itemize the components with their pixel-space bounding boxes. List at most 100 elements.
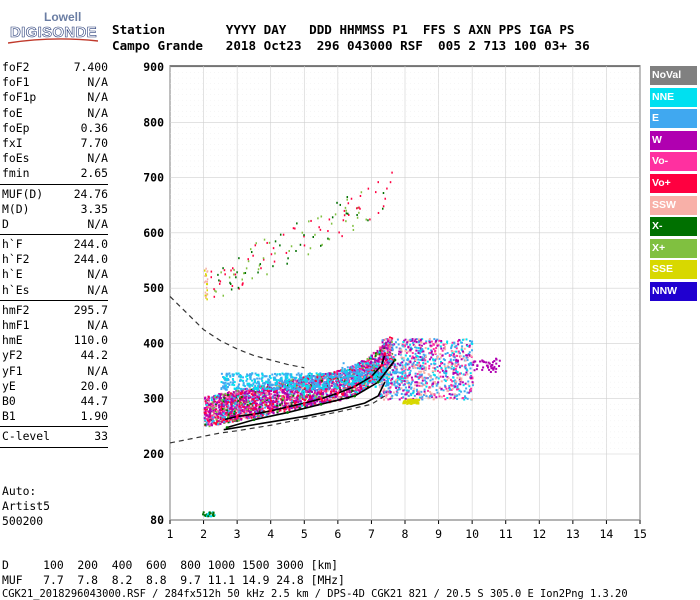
echo-point	[352, 380, 355, 383]
echo-point	[219, 395, 222, 398]
echo-point	[449, 378, 452, 381]
echo-point	[341, 392, 344, 395]
echo-point	[409, 369, 412, 372]
echo-point	[489, 370, 492, 373]
echo-point	[284, 404, 287, 407]
echo-point	[466, 391, 469, 394]
echo-point	[483, 361, 486, 364]
echo-point	[421, 356, 424, 359]
echo-point	[298, 374, 301, 377]
echo-point	[412, 356, 415, 359]
echo-point	[218, 398, 221, 401]
echo-point	[285, 393, 288, 396]
echo-point	[227, 421, 230, 424]
echo-point	[275, 406, 278, 409]
echo-point	[436, 365, 439, 368]
echo-point	[272, 402, 275, 405]
echo-point	[470, 354, 473, 357]
echo-point	[225, 377, 228, 380]
echo-point	[387, 360, 390, 363]
echo-point	[252, 407, 255, 410]
echo-point	[226, 373, 229, 376]
echo-point	[293, 385, 296, 388]
echo-point	[343, 214, 346, 217]
echo-point	[351, 367, 354, 370]
echo-point	[371, 372, 374, 375]
param-value: N/A	[87, 105, 108, 120]
echo-point	[448, 397, 451, 400]
echo-point	[360, 387, 363, 390]
echo-point	[233, 273, 235, 276]
echo-point	[211, 418, 214, 421]
echo-point	[247, 394, 250, 397]
echo-point	[418, 393, 421, 396]
echo-point	[252, 401, 255, 404]
echo-point	[241, 408, 244, 411]
echo-point	[289, 384, 292, 387]
echo-point	[314, 377, 317, 380]
echo-point	[246, 415, 249, 418]
echo-point	[396, 391, 399, 394]
echo-point	[251, 398, 254, 401]
echo-point	[246, 409, 249, 412]
echo-point	[417, 347, 420, 350]
echo-point	[373, 378, 376, 381]
echo-point	[465, 387, 468, 390]
echo-point	[229, 411, 232, 414]
echo-point	[412, 399, 415, 402]
echo-point	[263, 396, 266, 399]
echo-point	[385, 341, 388, 344]
echo-point	[408, 381, 411, 384]
echo-point	[358, 211, 360, 214]
echo-point	[210, 398, 213, 401]
echo-point	[449, 358, 452, 361]
echo-point	[315, 372, 318, 375]
echo-point	[231, 397, 234, 400]
echo-point	[385, 374, 388, 377]
echo-point	[241, 278, 243, 281]
param-value: N/A	[87, 75, 108, 90]
echo-point	[242, 403, 245, 406]
param-row: hmE 110.0	[0, 333, 108, 348]
echo-point	[244, 388, 247, 391]
echo-point	[284, 376, 287, 379]
echo-point	[255, 414, 258, 417]
echo-point	[364, 387, 367, 390]
echo-point	[283, 402, 286, 405]
echo-point	[215, 422, 218, 425]
echo-point	[381, 339, 384, 342]
echo-point	[441, 349, 444, 352]
echo-point	[309, 247, 312, 250]
echo-point	[228, 391, 231, 394]
echo-point	[290, 401, 293, 404]
echo-point	[428, 367, 431, 370]
param-name: D	[2, 216, 9, 231]
echo-point	[233, 413, 236, 416]
echo-point	[402, 340, 405, 343]
echo-point	[387, 387, 390, 390]
echo-point	[382, 370, 385, 373]
param-name: h`E	[2, 267, 23, 282]
echo-point	[225, 388, 228, 391]
echo-point	[342, 219, 345, 222]
echo-point	[235, 395, 238, 398]
autoscale-info: Auto: Artist5 500200	[2, 484, 50, 529]
echo-point	[331, 388, 334, 391]
echo-point	[271, 396, 274, 399]
echo-point	[319, 380, 322, 383]
echo-point	[386, 356, 389, 359]
echo-point	[463, 347, 466, 350]
echo-point	[286, 393, 289, 396]
echo-point	[418, 370, 421, 373]
echo-point	[217, 415, 220, 418]
echo-point	[411, 352, 414, 355]
param-name: foF2	[2, 60, 30, 74]
echo-point	[419, 364, 422, 367]
echo-point	[254, 408, 257, 411]
echo-point	[347, 374, 350, 377]
echo-point	[361, 388, 364, 391]
echo-point	[417, 339, 420, 342]
echo-point	[313, 386, 316, 389]
echo-point	[457, 351, 460, 354]
echo-point	[353, 375, 356, 378]
